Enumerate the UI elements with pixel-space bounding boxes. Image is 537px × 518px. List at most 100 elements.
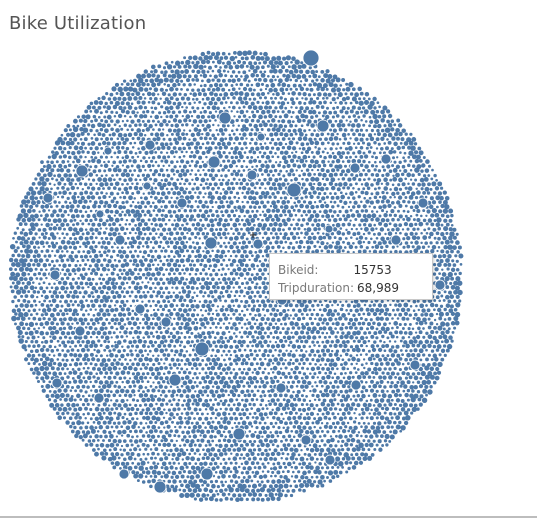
bubble[interactable] [134,295,137,298]
bubble[interactable] [247,187,251,191]
bubble[interactable] [367,368,371,372]
bubble[interactable] [147,263,151,267]
bubble[interactable] [452,245,457,250]
bubble[interactable] [194,192,196,194]
bubble[interactable] [256,273,259,276]
bubble[interactable] [136,235,141,240]
bubble[interactable] [169,363,172,366]
bubble[interactable] [204,227,207,230]
bubble[interactable] [14,322,17,325]
bubble[interactable] [99,371,103,375]
bubble[interactable] [204,200,207,203]
bubble[interactable] [170,332,173,335]
bubble[interactable] [196,313,199,316]
bubble[interactable] [27,290,30,293]
bubble[interactable] [325,204,329,208]
bubble[interactable] [352,205,355,208]
bubble[interactable] [290,106,292,108]
bubble[interactable] [307,236,311,240]
bubble[interactable] [209,273,212,276]
bubble[interactable] [57,340,60,343]
bubble[interactable] [334,173,338,177]
bubble[interactable] [238,88,240,90]
bubble[interactable] [240,83,244,87]
bubble[interactable] [362,160,365,163]
bubble[interactable] [336,87,341,92]
bubble[interactable] [131,128,134,131]
bubble[interactable] [27,217,32,222]
bubble[interactable] [402,344,405,347]
bubble[interactable] [94,100,99,105]
bubble[interactable] [429,188,432,191]
bubble[interactable] [350,236,353,239]
bubble[interactable] [249,98,252,101]
bubble[interactable] [230,56,235,61]
bubble[interactable] [233,62,236,65]
bubble[interactable] [90,272,93,275]
bubble[interactable] [196,186,200,190]
bubble[interactable] [201,224,204,227]
bubble[interactable] [142,111,145,114]
bubble[interactable] [191,296,194,299]
bubble[interactable] [32,354,36,358]
bubble[interactable] [422,191,426,195]
bubble[interactable] [368,124,371,127]
bubble[interactable] [227,124,230,127]
bubble[interactable] [267,335,270,338]
bubble[interactable] [209,84,213,88]
bubble[interactable] [405,344,410,349]
bubble[interactable] [27,362,30,365]
bubble[interactable] [119,224,122,227]
bubble[interactable] [329,362,333,366]
bubble[interactable] [227,71,229,73]
bubble[interactable] [243,268,247,272]
bubble[interactable] [69,209,73,213]
bubble[interactable] [246,156,249,159]
bubble[interactable] [191,106,194,109]
bubble[interactable] [59,318,63,322]
bubble[interactable] [121,345,123,347]
bubble[interactable] [240,236,244,240]
bubble[interactable] [290,332,292,334]
bubble[interactable] [311,107,314,110]
bubble[interactable] [149,367,154,372]
bubble[interactable] [152,335,155,338]
bubble[interactable] [169,78,174,83]
bubble[interactable] [368,133,372,137]
bubble[interactable] [141,100,145,104]
bubble[interactable] [416,353,420,357]
bubble[interactable] [123,259,127,263]
bubble[interactable] [244,127,249,132]
bubble[interactable] [391,164,394,167]
bubble[interactable] [171,358,175,362]
bubble[interactable] [295,214,298,217]
bubble[interactable] [144,196,148,200]
bubble[interactable] [276,191,280,195]
bubble[interactable] [61,232,64,235]
bubble[interactable] [220,210,223,213]
bubble[interactable] [367,312,371,316]
bubble[interactable] [124,187,129,192]
bubble[interactable] [195,273,198,276]
bubble[interactable] [131,83,135,87]
bubble[interactable] [183,137,187,141]
bubble[interactable] [208,308,212,312]
bubble[interactable] [443,226,448,231]
bubble[interactable] [200,259,204,263]
bubble[interactable] [224,174,227,177]
bubble[interactable] [328,326,332,330]
bubble[interactable] [331,367,334,370]
bubble[interactable] [421,182,425,186]
bubble[interactable] [404,323,407,326]
bubble[interactable] [189,173,192,176]
bubble[interactable] [255,371,259,375]
bubble[interactable] [323,101,327,105]
bubble[interactable] [32,182,36,186]
bubble[interactable] [292,353,296,357]
bubble[interactable] [49,182,52,185]
bubble[interactable] [105,237,108,240]
bubble[interactable] [331,123,335,127]
bubble[interactable] [285,143,287,145]
bubble[interactable] [260,200,264,204]
bubble[interactable] [151,65,156,70]
